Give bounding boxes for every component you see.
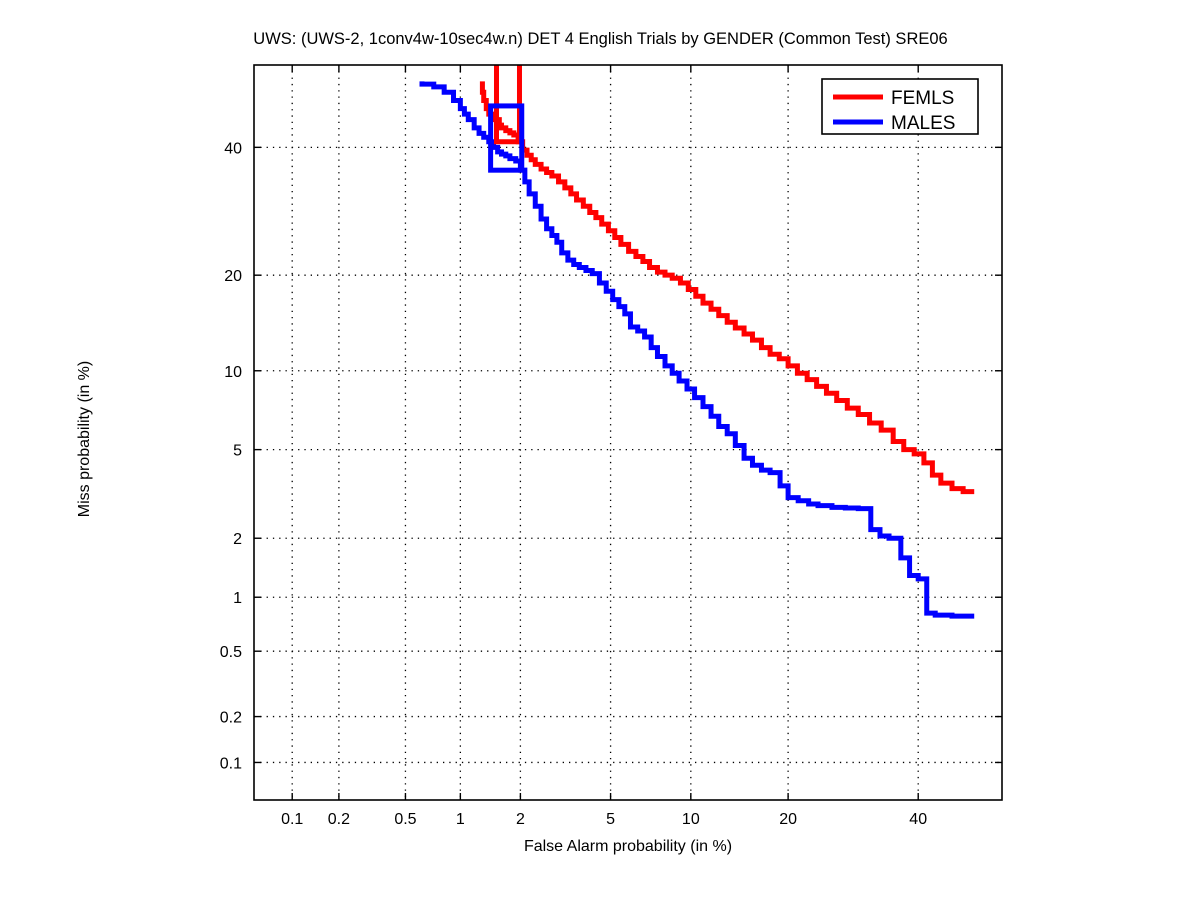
x-tick-label: 5	[606, 811, 615, 828]
data-series-group	[419, 81, 975, 619]
legend-label-males: MALES	[891, 113, 955, 134]
y-tick-label: 0.5	[220, 644, 242, 661]
y-axis-label: Miss probability (in %)	[76, 360, 93, 518]
series-line-males	[419, 81, 975, 619]
y-tick-label: 1	[233, 590, 242, 607]
legend-label-femls: FEMLS	[891, 88, 954, 109]
x-tick-label: 20	[779, 811, 797, 828]
x-tick-label: 1	[456, 811, 465, 828]
males-dcf-box	[488, 103, 525, 173]
x-tick-label: 0.1	[281, 811, 303, 828]
y-tick-label: 2	[233, 531, 242, 548]
y-tick-label: 0.1	[220, 755, 242, 772]
legend-box[interactable]	[821, 78, 979, 135]
y-tick-label: 40	[224, 140, 242, 157]
x-axis-label: False Alarm probability (in %)	[523, 838, 733, 855]
axis-tick-labels: 0.1 0.2 0.5 1 2 5 10 20 40 0.1 0.2 0.5 1 2 5 10 20 40	[220, 140, 927, 828]
chart-title: UWS: (UWS-2, 1conv4w-10sec4w.n) DET 4 En…	[253, 30, 948, 48]
x-tick-label: 40	[909, 811, 927, 828]
x-tick-label: 0.5	[394, 811, 416, 828]
x-tick-label: 2	[516, 811, 525, 828]
y-tick-label: 0.2	[220, 710, 242, 727]
y-tick-label: 10	[224, 364, 242, 381]
y-tick-label: 20	[224, 268, 242, 285]
femls-dcf-box	[493, 65, 522, 145]
operating-point-markers	[488, 65, 525, 173]
y-tick-label: 5	[233, 443, 242, 460]
x-tick-label: 0.2	[328, 811, 350, 828]
legend[interactable]: FEMLS MALES	[821, 78, 979, 135]
x-tick-label: 10	[682, 811, 700, 828]
plot-frame	[253, 64, 1003, 801]
